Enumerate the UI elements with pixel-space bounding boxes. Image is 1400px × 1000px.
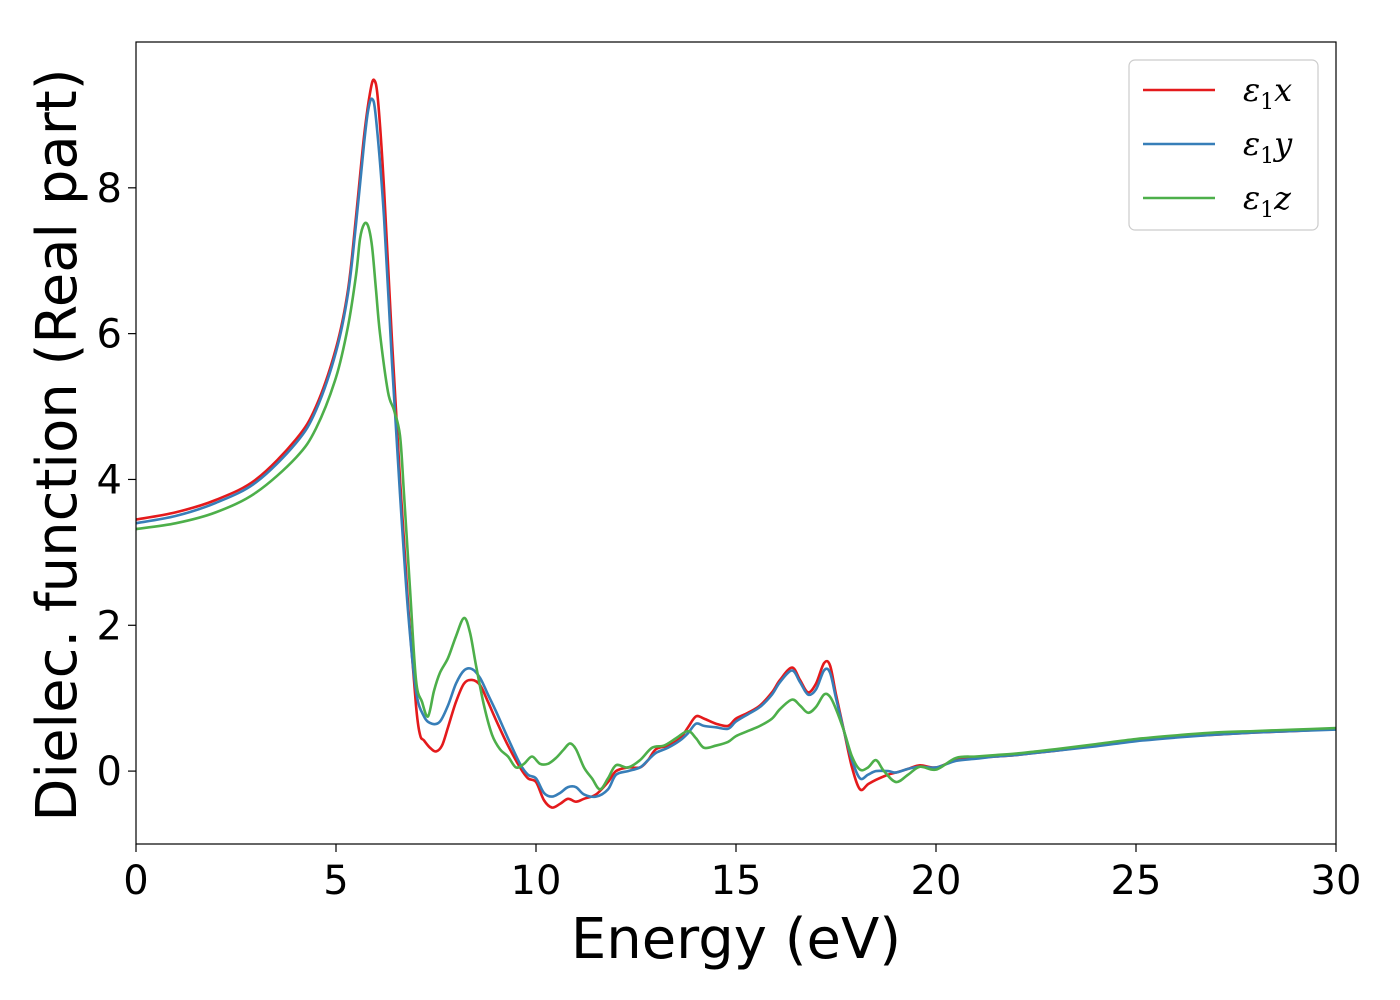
- series-layer: [136, 78, 1336, 809]
- x-tick-label: 15: [711, 858, 762, 904]
- legend-label-x: ε1x: [1243, 71, 1292, 115]
- y-axis-ticks: 0 2 4 6 8: [97, 166, 136, 795]
- y-tick-label: 0: [97, 749, 122, 795]
- x-tick-label: 30: [1311, 858, 1362, 904]
- x-tick-label: 0: [123, 858, 148, 904]
- legend-subscript: 1: [1260, 144, 1274, 169]
- legend-label-z: ε1z: [1243, 179, 1292, 223]
- x-tick-label: 25: [1111, 858, 1162, 904]
- legend-subscript: 1: [1260, 90, 1274, 115]
- legend-symbol: ε: [1243, 125, 1260, 163]
- y-tick-label: 6: [97, 312, 122, 358]
- legend-component: x: [1274, 71, 1292, 109]
- x-axis-label: Energy (eV): [571, 907, 901, 972]
- legend-subscript: 1: [1260, 198, 1274, 223]
- legend-label-y: ε1y: [1243, 125, 1293, 169]
- legend-box: [1128, 59, 1319, 231]
- legend-component: z: [1273, 179, 1292, 217]
- y-tick-label: 8: [97, 166, 122, 212]
- y-tick-label: 2: [97, 603, 122, 649]
- x-axis-ticks: 0 5 10 15 20 25 30: [123, 844, 1361, 904]
- y-axis-label: Dielec. function (Real part): [25, 68, 90, 821]
- series-line-y: [136, 97, 1336, 799]
- legend-component: y: [1272, 125, 1293, 163]
- x-tick-label: 10: [511, 858, 562, 904]
- y-tick-label: 4: [97, 457, 122, 503]
- series-line-z: [136, 221, 1336, 791]
- x-tick-label: 5: [323, 858, 348, 904]
- legend-symbol: ε: [1243, 179, 1260, 217]
- legend-symbol: ε: [1243, 71, 1260, 109]
- x-tick-label: 20: [911, 858, 962, 904]
